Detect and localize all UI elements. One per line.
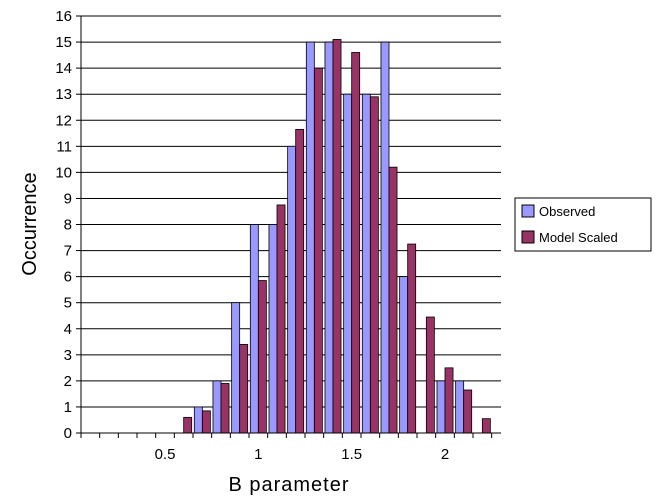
legend-label-observed: Observed: [539, 204, 595, 219]
y-tick-label: 13: [55, 86, 72, 103]
bar-model-scaled: [388, 166, 398, 434]
x-tick-label: 1: [254, 446, 262, 463]
bar-observed: [455, 380, 465, 434]
bar-model-scaled: [481, 418, 491, 434]
bar-model-scaled: [313, 67, 323, 434]
bar-model-scaled: [201, 410, 211, 434]
y-tick-label: 11: [56, 138, 72, 155]
bar-model-scaled: [295, 128, 305, 434]
bar-observed: [268, 224, 278, 434]
bar-model-scaled: [444, 367, 454, 434]
bar-model-scaled: [332, 39, 342, 434]
y-tick-label: 9: [64, 190, 72, 207]
legend-swatch-model-scaled: [521, 230, 535, 244]
y-tick-label: 14: [55, 60, 72, 77]
bar-model-scaled: [351, 52, 361, 434]
bar-model-scaled: [239, 343, 249, 434]
x-tick-label: 2: [441, 446, 449, 463]
y-axis-title: Occurrence: [19, 172, 41, 275]
bar-observed: [436, 380, 446, 434]
bar-observed: [305, 41, 315, 434]
bar-observed: [249, 224, 259, 434]
y-tick-label: 16: [55, 8, 72, 25]
y-tick-label: 15: [55, 34, 72, 51]
y-tick-label: 7: [64, 243, 72, 260]
bar-model-scaled: [463, 389, 473, 434]
y-tick-label: 2: [64, 373, 72, 390]
x-tick-label: 0.5: [155, 446, 176, 463]
bar-observed: [231, 302, 241, 434]
x-tick-label: 1.5: [341, 446, 362, 463]
bar-model-scaled: [276, 204, 286, 434]
bar-model-scaled: [369, 96, 379, 434]
bar-observed: [212, 380, 222, 434]
bar-model-scaled: [183, 416, 193, 434]
y-tick-label: 6: [64, 269, 72, 286]
bar-model-scaled: [407, 243, 417, 434]
y-tick-label: 8: [64, 217, 72, 234]
bars: [183, 39, 491, 434]
bar-observed: [343, 93, 353, 434]
y-tick-label: 3: [64, 347, 72, 364]
y-tick-label: 10: [55, 164, 72, 181]
y-tick-label: 12: [55, 112, 72, 129]
bar-model-scaled: [257, 280, 267, 434]
bar-observed: [324, 41, 334, 434]
y-tick-label: 0: [64, 425, 72, 442]
bar-observed: [193, 406, 203, 434]
x-tick-labels: 0.5 1 1.5 2: [155, 446, 450, 463]
y-tick-label: 1: [64, 399, 72, 416]
bar-observed: [287, 145, 297, 434]
legend-label-model-scaled: Model Scaled: [539, 230, 618, 245]
y-tick-label: 5: [64, 295, 72, 312]
bar-model-scaled: [220, 383, 230, 434]
bar-observed: [380, 41, 390, 434]
x-axis-title: B parameter: [228, 474, 349, 496]
bar-observed: [361, 93, 371, 434]
legend-box: [514, 197, 652, 252]
axes: [76, 15, 501, 438]
bar-observed: [399, 276, 409, 434]
y-tick-label: 4: [64, 321, 72, 338]
legend: Observed Model Scaled: [514, 197, 652, 252]
bar-model-scaled: [425, 316, 435, 434]
legend-swatch-observed: [521, 204, 535, 218]
